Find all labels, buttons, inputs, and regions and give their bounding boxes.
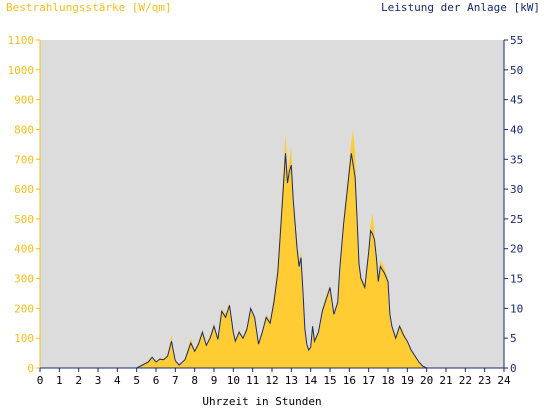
right-tick-label: 15 [510,273,523,286]
x-tick-label: 24 [497,374,511,387]
irradiance-area [40,129,504,368]
x-tick-label: 2 [75,374,82,387]
x-tick-label: 0 [37,374,44,387]
left-tick-label: 300 [14,273,34,286]
power-line [40,153,504,369]
right-tick-label: 55 [510,34,523,47]
x-tick-label: 19 [401,374,414,387]
left-tick-label: 1100 [8,34,35,47]
right-ticks: 0 5 10 15 20 25 30 35 40 45 50 55 [504,34,523,375]
x-tick-label: 4 [114,374,121,387]
right-tick-label: 20 [510,243,523,256]
left-tick-label: 0 [27,362,34,375]
x-tick-label: 6 [153,374,160,387]
x-ticks: 0 1 2 3 4 5 6 7 8 9 10 11 12 13 14 15 16 17 18 19 20 21 22 23 24 [37,368,511,387]
left-tick-label: 500 [14,213,34,226]
left-ticks: 0 100 200 300 400 500 600 700 800 900 1000 1100 [8,34,40,375]
left-tick-label: 200 [14,302,34,315]
x-tick-label: 5 [133,374,140,387]
x-tick-label: 9 [211,374,218,387]
x-tick-label: 20 [420,374,433,387]
right-axis-title: Leistung der Anlage [kW] [381,1,540,14]
x-tick-label: 1 [56,374,63,387]
right-tick-label: 40 [510,123,523,136]
irradiance-series [40,129,504,368]
x-tick-label: 13 [285,374,298,387]
left-tick-label: 900 [14,94,34,107]
x-tick-label: 14 [304,374,318,387]
right-tick-label: 30 [510,183,523,196]
left-tick-label: 600 [14,183,34,196]
right-tick-label: 50 [510,64,523,77]
left-tick-label: 800 [14,123,34,136]
x-tick-label: 17 [362,374,375,387]
left-axis-title: Bestrahlungsstärke [W/qm] [6,1,172,14]
left-tick-label: 100 [14,332,34,345]
x-tick-label: 8 [191,374,198,387]
x-tick-label: 10 [227,374,240,387]
left-tick-label: 1000 [8,64,35,77]
x-tick-label: 11 [246,374,259,387]
x-tick-label: 18 [381,374,394,387]
x-tick-label: 16 [343,374,356,387]
right-tick-label: 45 [510,94,523,107]
x-tick-label: 21 [439,374,452,387]
x-tick-label: 15 [323,374,336,387]
right-tick-label: 35 [510,153,523,166]
left-tick-label: 400 [14,243,34,256]
right-tick-label: 0 [510,362,517,375]
x-tick-label: 7 [172,374,179,387]
right-tick-label: 10 [510,302,523,315]
x-tick-label: 23 [478,374,491,387]
x-tick-label: 3 [95,374,102,387]
x-axis-title: Uhrzeit in Stunden [202,395,321,408]
left-tick-label: 700 [14,153,34,166]
right-tick-label: 5 [510,332,517,345]
x-tick-label: 22 [459,374,472,387]
x-tick-label: 12 [265,374,278,387]
right-tick-label: 25 [510,213,523,226]
power-series [40,153,504,369]
